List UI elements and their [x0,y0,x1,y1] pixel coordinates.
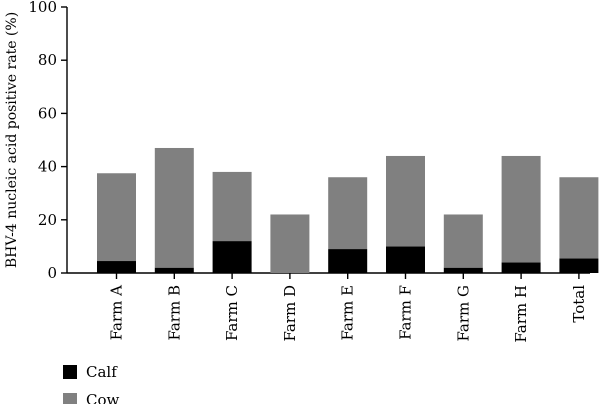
bar-cow [559,177,599,259]
x-tick-label: Farm B [165,285,183,341]
x-tick-label: Farm G [454,285,472,341]
x-tick-label: Farm D [281,285,299,342]
bar-cow [97,173,136,262]
y-tick-label: 0 [47,264,57,282]
bar-calf [212,241,252,273]
x-tick-label: Farm E [339,285,357,340]
legend-swatch-cow [63,393,77,404]
y-axis-title: BHV-4 nucleic acid positive rate (%) [4,12,20,268]
legend-label-calf: Calf [86,363,118,381]
bar-calf [559,258,599,273]
bar-cow [386,155,425,247]
bar-cow [501,155,541,263]
x-tick-label: Farm H [512,285,530,343]
bar-calf [97,261,136,273]
legend-label-cow: Cow [86,391,120,404]
bar-calf [328,249,368,273]
x-tick-label: Total [570,285,588,323]
y-tick-label: 100 [28,0,57,16]
bar-cow [328,177,368,250]
y-tick-label: 80 [38,51,57,69]
y-tick-label: 20 [38,211,57,229]
bar-cow [443,214,483,268]
bar-cow [212,171,252,242]
x-tick-label: Farm A [108,285,126,340]
bar-calf [386,246,425,273]
legend-swatch-calf [63,365,77,379]
bar-cow [270,214,310,273]
bar-calf [501,262,541,273]
bar-cow [154,147,194,268]
y-tick-label: 60 [38,104,57,122]
bar-calf [443,267,483,273]
bar-calf [154,267,194,273]
x-tick-label: Farm C [223,285,241,341]
y-tick-label: 40 [38,158,57,176]
x-tick-label: Farm F [397,285,415,340]
